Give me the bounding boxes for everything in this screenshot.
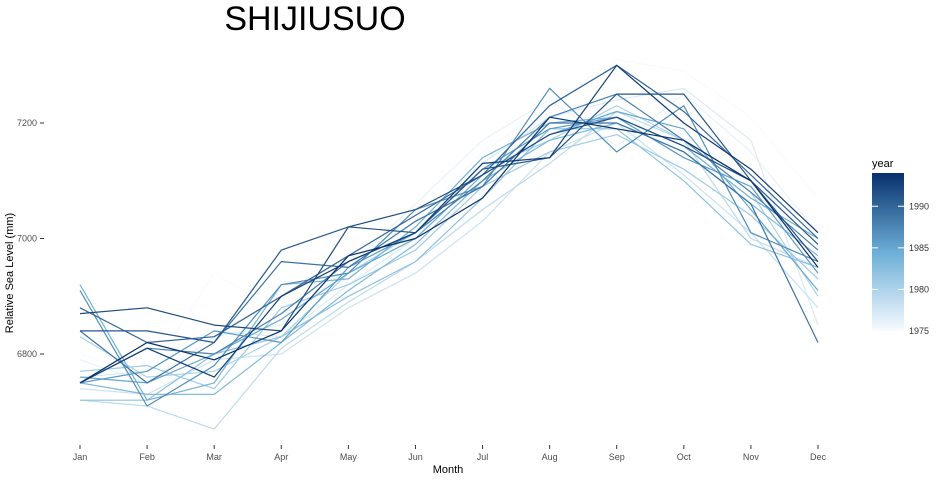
y-tick-label: 6800 [17, 349, 37, 359]
series-line-1991 [80, 93, 819, 344]
x-axis: Jan Feb Mar Apr May Jun Jul Aug Sep Oct Nov Dec [73, 445, 827, 462]
legend-ticks: 1975 1980 1985 1990 [872, 201, 929, 336]
x-tick-label: May [340, 452, 358, 462]
series-line-1982 [80, 128, 819, 401]
chart-title: SHIJIUSUO [224, 0, 405, 38]
series-line-1975 [79, 58, 819, 378]
y-axis: 6800 7000 7200 [17, 118, 44, 359]
legend-tick-label: 1975 [909, 326, 929, 336]
legend-tick-label: 1985 [909, 243, 929, 253]
x-tick-label: Feb [139, 452, 155, 462]
series-line-1979 [79, 110, 819, 430]
legend-tick-label: 1980 [909, 284, 929, 294]
series-line-1984 [79, 116, 819, 401]
series-line-1978 [79, 122, 819, 395]
x-tick-label: Aug [542, 452, 558, 462]
legend-title: year [872, 158, 894, 170]
x-tick-label: Dec [810, 452, 827, 462]
x-tick-label: Jun [408, 452, 423, 462]
x-tick-label: Oct [677, 452, 692, 462]
series-line-1994 [79, 116, 819, 384]
series-line-1990 [79, 64, 819, 344]
x-axis-title: Month [433, 464, 464, 476]
legend-tick-label: 1990 [909, 201, 929, 211]
series-line-1976 [79, 93, 819, 384]
series-line-1977 [79, 87, 819, 378]
series-layer [79, 58, 819, 430]
x-tick-label: Mar [206, 452, 222, 462]
x-tick-label: Nov [743, 452, 760, 462]
series-line-1992 [79, 116, 819, 332]
x-tick-label: Jan [73, 452, 88, 462]
x-tick-label: Jul [477, 452, 489, 462]
series-line-1980 [79, 105, 819, 378]
legend-colorbar [872, 173, 904, 331]
year-color-legend: year 1975 1980 1985 1990 [872, 158, 929, 336]
series-line-1993 [79, 64, 819, 384]
y-axis-title: Relative Sea Level (mm) [4, 213, 16, 333]
series-line-1988 [79, 93, 819, 384]
y-tick-label: 7200 [17, 118, 37, 128]
x-tick-label: Apr [274, 452, 288, 462]
x-tick-label: Sep [609, 452, 625, 462]
y-tick-label: 7000 [17, 234, 37, 244]
series-line-1989 [79, 122, 819, 384]
